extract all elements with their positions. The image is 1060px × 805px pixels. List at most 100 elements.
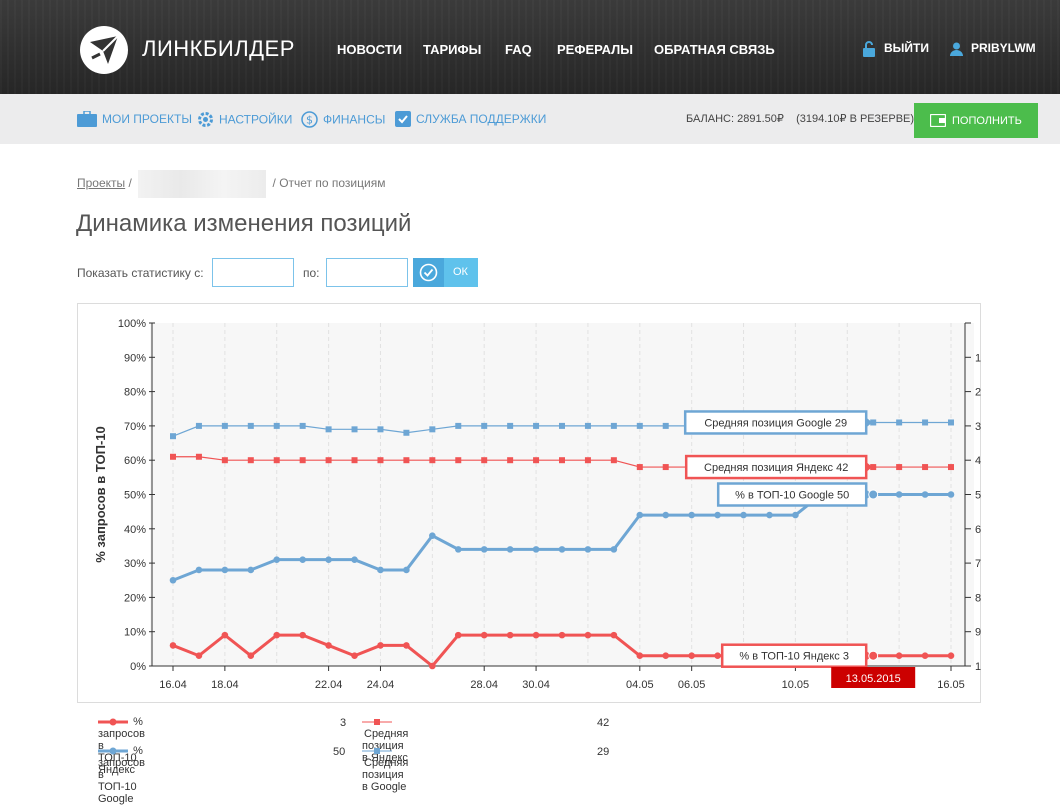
data-point [533, 457, 540, 464]
data-point [584, 422, 591, 429]
logo-text[interactable]: ЛИНКБИЛДЕР [142, 36, 295, 61]
data-point [299, 556, 306, 563]
data-point [636, 464, 643, 471]
topup-button[interactable]: ПОПОЛНИТЬ [914, 103, 1038, 138]
sub-item-support[interactable]: СЛУЖБА ПОДДЕРЖКИ [395, 111, 546, 129]
nav-news[interactable]: НОВОСТИ [337, 42, 403, 57]
legend-swatch [98, 747, 128, 755]
date-from-input[interactable] [212, 258, 294, 287]
y-left-axis-title: % запросов в ТОП-10 [93, 426, 108, 563]
data-point [247, 422, 254, 429]
data-point [273, 422, 280, 429]
legend-swatch [98, 718, 128, 726]
data-point [506, 631, 514, 639]
data-point [221, 457, 228, 464]
positions-chart[interactable]: 0% 10% 20% 30% 40% 50% 60% 70% 80% 90% 100% 10 20 30 4… [77, 303, 981, 703]
nav-referrals[interactable]: РЕФЕРАЛЫ [557, 42, 634, 57]
data-point [740, 511, 747, 519]
data-point [481, 422, 488, 429]
filter-to-label: по: [303, 266, 320, 280]
data-point [922, 419, 929, 426]
data-point [481, 457, 488, 464]
unlock-icon [863, 41, 875, 57]
hover-date-flag [831, 667, 916, 688]
topup-label: ПОПОЛНИТЬ [952, 115, 1022, 127]
sub-item-finances[interactable]: $ ФИНАНСЫ [301, 111, 385, 129]
x-tick-label: 24.04 [367, 679, 395, 691]
sub-navigation-bar: МОИ ПРОЕКТЫ НАСТРОЙКИ $ ФИНАНСЫ СЛУЖБА П… [0, 94, 1060, 144]
y-right-tick-label: 10 [975, 352, 981, 364]
legend-item-google-top10[interactable]: % запросов в ТОП-10 Google [98, 745, 145, 805]
data-point [169, 576, 177, 584]
tooltip-pointer [866, 462, 873, 473]
breadcrumb-projects-link[interactable]: Проекты [77, 176, 126, 191]
x-tick-label: 10.05 [782, 679, 810, 691]
legend-swatch [362, 748, 392, 755]
ok-button[interactable]: ОК [413, 258, 478, 287]
legend-item-google-position[interactable]: Средняя позиция в Google [362, 745, 408, 793]
data-point [532, 631, 540, 639]
data-point [247, 566, 255, 574]
x-tick-label: 30.04 [522, 679, 550, 691]
tooltip-label: Средняя позиция Google 29 [704, 417, 847, 429]
nav-feedback[interactable]: ОБРАТНАЯ СВЯЗЬ [654, 42, 775, 57]
tooltip-label: % в ТОП-10 Google 50 [735, 490, 849, 502]
data-point [351, 426, 358, 433]
data-point [403, 457, 410, 464]
data-point [896, 464, 903, 471]
wallet-icon [930, 114, 946, 127]
data-point [195, 453, 202, 460]
data-point [429, 532, 436, 539]
data-point [610, 631, 618, 639]
y-right-tick-label: 60 [975, 524, 981, 536]
data-point [377, 566, 384, 574]
x-tick-label: 18.04 [211, 679, 239, 691]
data-point [662, 422, 669, 429]
date-to-input[interactable] [326, 258, 408, 287]
sub-item-my-projects[interactable]: МОИ ПРОЕКТЫ [77, 111, 192, 129]
nav-faq[interactable]: FAQ [505, 42, 532, 57]
data-point [662, 511, 670, 519]
data-point [870, 419, 877, 426]
sub-item-label: ФИНАНСЫ [323, 112, 386, 127]
legend-label: % запросов в ТОП-10 Яндекс [98, 716, 145, 776]
data-point [195, 652, 203, 660]
data-point [948, 419, 954, 426]
data-point [584, 546, 592, 553]
data-point [922, 464, 929, 471]
breadcrumb-current: / Отчет по позициям [272, 176, 386, 191]
data-point [273, 457, 280, 464]
data-point [351, 556, 358, 563]
data-point [247, 457, 254, 464]
data-point [455, 457, 462, 464]
data-point [325, 426, 332, 433]
legend-item-yandex-top10[interactable]: % запросов в ТОП-10 Яндекс [98, 716, 145, 776]
legend-value: 50 [333, 746, 346, 758]
legend-item-yandex-position[interactable]: Средняя позиция в Яндекс [362, 716, 408, 764]
breadcrumb-project-redacted[interactable] [138, 170, 267, 198]
sub-item-settings[interactable]: НАСТРОЙКИ [197, 111, 292, 129]
data-point [870, 464, 877, 471]
legend-label: Средняя позиция в Google [362, 757, 409, 793]
data-point [455, 422, 462, 429]
data-point [507, 422, 514, 429]
chart-tooltip: % в ТОП-10 Яндекс 3 [720, 643, 873, 668]
data-point [351, 457, 358, 464]
breadcrumb: Проекты / / Отчет по позициям [77, 170, 385, 198]
y-right-tick-label: 80 [975, 592, 981, 604]
data-point [921, 491, 929, 498]
y-left-tick-label: 20% [124, 592, 146, 604]
logout-link[interactable]: ВЫЙТИ [862, 41, 929, 57]
legend-swatch [362, 719, 392, 726]
data-point [895, 652, 903, 660]
sub-item-label: НАСТРОЙКИ [219, 112, 293, 127]
nav-tariffs[interactable]: ТАРИФЫ [423, 42, 482, 57]
data-point [636, 511, 644, 519]
user-profile-link[interactable]: PRIBYLWM [950, 41, 1036, 56]
check-square-icon [395, 111, 411, 127]
data-point [610, 422, 617, 429]
data-point [170, 433, 176, 440]
logo-icon[interactable] [78, 24, 130, 76]
data-point [299, 631, 306, 639]
data-point [896, 419, 903, 426]
